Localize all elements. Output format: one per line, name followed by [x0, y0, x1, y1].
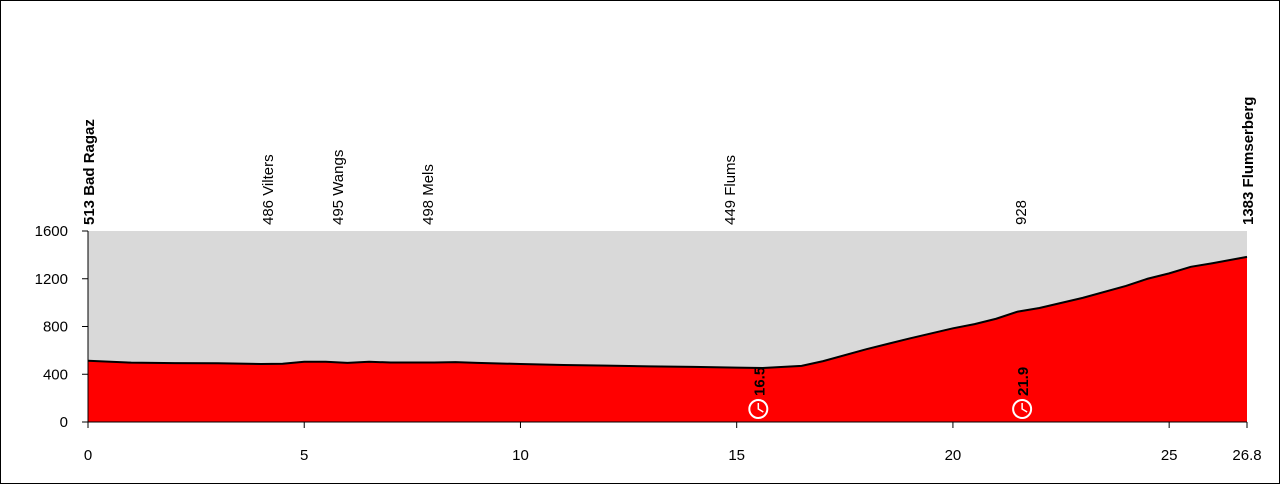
- clock-hands: [757, 403, 764, 413]
- waypoint-label: 449 Flums: [722, 155, 739, 225]
- y-tick-label: 1600: [35, 223, 68, 240]
- waypoint-label: 928: [1013, 200, 1030, 225]
- waypoint-label: 513 Bad Ragaz: [81, 119, 98, 225]
- y-tick-label: 800: [43, 319, 68, 336]
- waypoint-label: 486 Vilters: [260, 154, 277, 225]
- x-tick-label: 0: [84, 447, 92, 464]
- timecheck-label: 16.5: [751, 367, 768, 396]
- profile-line: [87, 255, 1248, 370]
- x-tick-label: 15: [728, 447, 745, 464]
- x-tick-label: 20: [945, 447, 962, 464]
- timecheck-label: 21.9: [1015, 367, 1032, 396]
- area: [88, 256, 1247, 422]
- y-tick-label: 400: [43, 366, 68, 383]
- waypoint-label: 1383 Flumserberg: [1240, 97, 1257, 225]
- x-tick-label: 5: [300, 447, 308, 464]
- clock-icon: [748, 399, 769, 419]
- waypoint-label: 495 Wangs: [330, 150, 347, 225]
- timecheck: 16.5: [748, 367, 769, 419]
- x-tick-label: 25: [1161, 447, 1178, 464]
- timecheck: 21.9: [1012, 367, 1033, 419]
- y-tick-label: 1200: [35, 271, 68, 288]
- clock-icon: [1012, 399, 1033, 419]
- x-tick-label: 10: [512, 447, 529, 464]
- y-tick-label: 0: [60, 414, 68, 431]
- x-tick-label: 26.8: [1232, 447, 1261, 464]
- waypoint-label: 498 Mels: [420, 164, 437, 225]
- clock-hands: [1021, 403, 1028, 413]
